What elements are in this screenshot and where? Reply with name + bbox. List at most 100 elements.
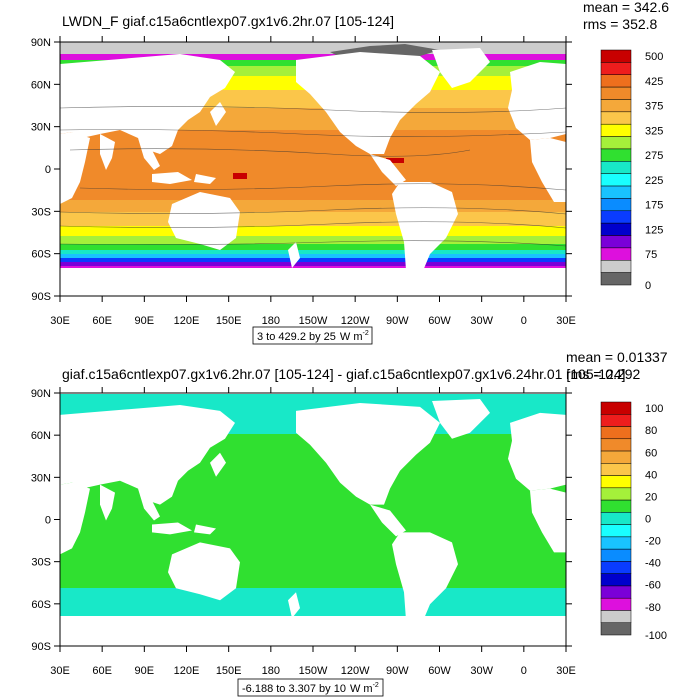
colorbar-label: 325 xyxy=(645,125,663,137)
lon-label: 60W xyxy=(428,315,451,327)
lon-label: 90E xyxy=(135,315,155,327)
lon-label: 150E xyxy=(216,315,242,327)
colorbar-swatch xyxy=(600,123,632,137)
lon-label: 120W xyxy=(341,315,370,327)
colorbar-swatch xyxy=(600,185,632,199)
rms-stat: rms = 352.8 xyxy=(583,16,658,32)
colorbar-swatch xyxy=(600,622,632,636)
colorbar-swatch xyxy=(600,463,632,476)
colorbar-swatch xyxy=(600,74,632,88)
colorbar-swatch xyxy=(600,426,632,440)
colorbar-label: 80 xyxy=(645,425,657,437)
lat-label: 0 xyxy=(45,515,51,527)
colorbar-swatch xyxy=(600,450,632,464)
colorbar-swatch xyxy=(600,198,632,212)
colorbar-label: 75 xyxy=(645,249,657,261)
map-field xyxy=(60,393,566,646)
lon-label: 30W xyxy=(470,665,493,677)
colorbar-swatch xyxy=(600,610,632,623)
lon-label: 30E xyxy=(50,665,70,677)
colorbar-label: -80 xyxy=(645,602,661,614)
colorbar-swatch xyxy=(600,597,632,611)
map-field xyxy=(60,42,566,296)
colorbar-swatch xyxy=(600,561,632,574)
lat-label: 30S xyxy=(31,206,51,218)
colorbar-swatch xyxy=(600,499,632,513)
colorbar-label: -60 xyxy=(645,580,661,592)
lon-label: 90E xyxy=(135,665,155,677)
lon-label: 120W xyxy=(341,665,370,677)
colorbar-label: 100 xyxy=(645,403,663,415)
colorbar-label: 0 xyxy=(645,280,651,292)
lat-label: 30S xyxy=(31,557,51,569)
colorbar-swatch xyxy=(600,585,632,599)
colorbar-label: 0 xyxy=(645,514,651,526)
colorbar-swatch xyxy=(600,210,632,224)
range-label: -6.188 to 3.307 by 10 W m-2 xyxy=(242,682,379,695)
colorbar-label: 125 xyxy=(645,224,663,236)
colorbar-label: 40 xyxy=(645,469,657,481)
colorbar-bottom: 100 80 60 40 20 0 -20 -40 -60 -80 -100 xyxy=(600,401,667,642)
colorbar-label: 500 xyxy=(645,51,663,63)
lat-label: 90N xyxy=(31,388,51,400)
colorbar-swatch xyxy=(600,401,632,415)
lat-label: 60S xyxy=(31,249,51,261)
colorbar-swatch xyxy=(600,111,632,125)
colorbar-swatch xyxy=(600,247,632,261)
colorbar-swatch xyxy=(600,173,632,187)
panel-title: LWDN_F giaf.c15a6cntlexp07.gx1v6.2hr.07 … xyxy=(62,13,394,29)
range-box xyxy=(237,678,384,697)
lon-label: 30E xyxy=(556,315,576,327)
colorbar-swatch xyxy=(600,99,632,113)
lat-label: 30N xyxy=(31,472,51,484)
colorbar-label: -100 xyxy=(645,630,667,642)
colorbar-label: 375 xyxy=(645,101,663,113)
colorbar-label: 225 xyxy=(645,175,663,187)
lon-label: 30W xyxy=(470,315,493,327)
colorbar-swatch xyxy=(600,524,632,538)
lat-label: 60S xyxy=(31,599,51,611)
lat-label: 30N xyxy=(31,122,51,134)
colorbar-swatch xyxy=(600,136,632,150)
lat-label: 90N xyxy=(31,37,51,49)
lon-label: 90W xyxy=(386,665,409,677)
colorbar-swatch xyxy=(600,49,632,63)
colorbar-label: 425 xyxy=(645,76,663,88)
colorbar-swatch xyxy=(600,222,632,236)
lon-label: 180 xyxy=(262,315,280,327)
lon-label: 150W xyxy=(299,315,328,327)
mean-stat: mean = 0.01337 xyxy=(566,349,668,365)
colorbar-swatch xyxy=(600,260,632,273)
lon-label: 0 xyxy=(521,315,527,327)
lat-label: 0 xyxy=(45,164,51,176)
colorbar-label: 60 xyxy=(645,447,657,459)
colorbar-label: 175 xyxy=(645,200,663,212)
range-label: 3 to 429.2 by 25 W m-2 xyxy=(257,330,369,343)
lat-label: 90S xyxy=(31,641,51,653)
lon-label: 120E xyxy=(174,315,200,327)
map-axes: 90N 60N 30N 0 30S 60S 90S 30E 60E 90E 120E 150E 180 1… xyxy=(31,36,576,327)
lon-label: 150E xyxy=(216,665,242,677)
lon-label: 180 xyxy=(262,665,280,677)
panel-title: giaf.c15a6cntlexp07.gx1v6.2hr.07 [105-12… xyxy=(62,366,626,382)
map-panel-top: LWDN_F giaf.c15a6cntlexp07.gx1v6.2hr.07 … xyxy=(31,0,669,345)
colorbar-swatch xyxy=(600,475,632,489)
colorbar-swatch xyxy=(600,161,632,174)
colorbar-swatch xyxy=(600,438,632,452)
colorbar-swatch xyxy=(600,487,632,501)
colorbar-swatch xyxy=(600,512,632,525)
colorbar-swatch xyxy=(600,573,632,587)
lon-label: 90W xyxy=(386,315,409,327)
lon-label: 0 xyxy=(521,665,527,677)
colorbar-swatch xyxy=(600,536,632,550)
rms-stat: rms = 0.292 xyxy=(566,366,641,382)
lon-label: 60E xyxy=(92,665,112,677)
lon-label: 30E xyxy=(50,315,70,327)
map-panel-bottom: giaf.c15a6cntlexp07.gx1v6.2hr.07 [105-12… xyxy=(31,349,668,697)
lat-label: 60N xyxy=(31,430,51,442)
colorbar-swatch xyxy=(600,62,632,75)
lon-label: 30E xyxy=(556,665,576,677)
colorbar-swatch xyxy=(600,148,632,162)
colorbar-swatch xyxy=(600,414,632,427)
colorbar-swatch xyxy=(600,235,632,249)
